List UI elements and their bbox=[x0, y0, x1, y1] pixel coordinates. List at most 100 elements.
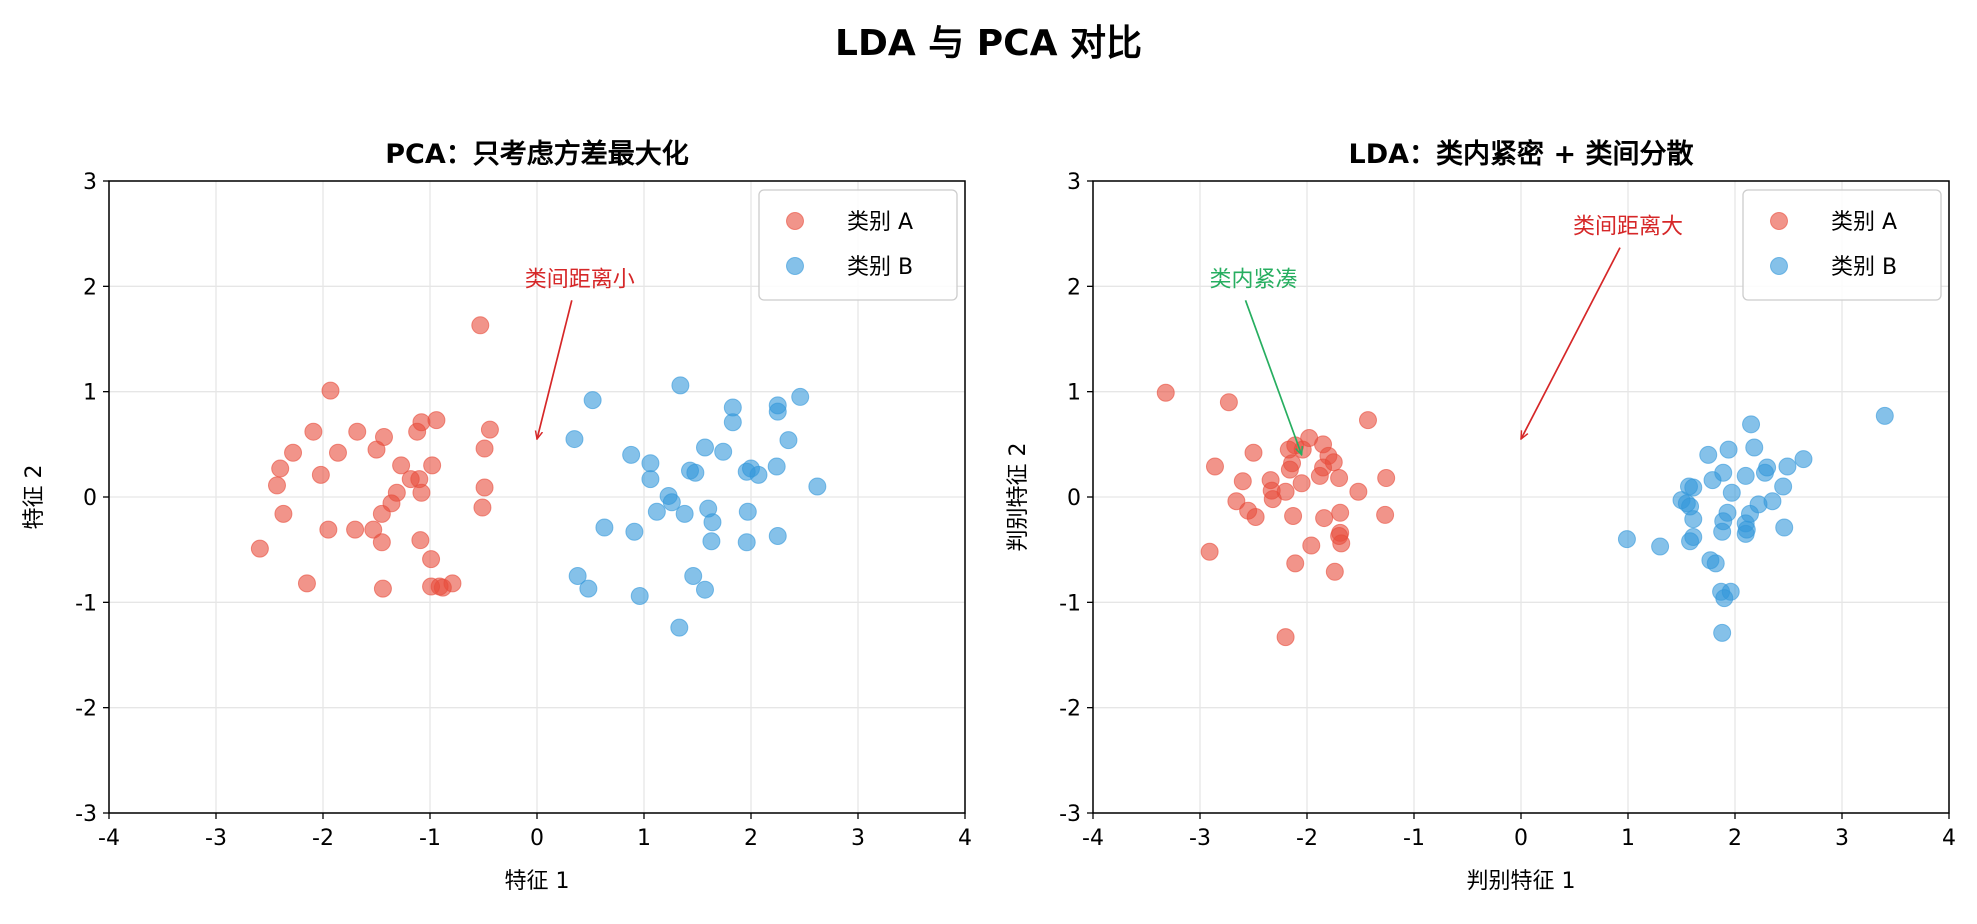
data-point bbox=[595, 518, 614, 537]
data-point bbox=[768, 402, 787, 421]
data-point bbox=[1325, 562, 1344, 581]
data-point bbox=[808, 477, 827, 496]
data-point bbox=[1330, 469, 1349, 488]
data-point bbox=[1742, 415, 1761, 434]
data-point bbox=[1200, 542, 1219, 561]
data-point bbox=[625, 522, 644, 541]
x-tick-label: -1 bbox=[1403, 826, 1425, 851]
x-axis-label: 特征 1 bbox=[505, 869, 570, 894]
data-point bbox=[1713, 623, 1732, 642]
x-tick-label: 3 bbox=[1835, 826, 1849, 851]
series-class-a bbox=[250, 316, 499, 598]
data-point bbox=[1794, 450, 1813, 469]
data-point bbox=[1715, 589, 1734, 608]
data-point bbox=[647, 502, 666, 521]
annotation-text: 类间距离小 bbox=[525, 267, 635, 292]
data-point bbox=[1284, 506, 1303, 525]
data-point bbox=[1358, 411, 1377, 430]
data-point bbox=[767, 457, 786, 476]
legend-marker bbox=[786, 257, 804, 275]
legend-frame bbox=[758, 189, 958, 301]
legend-label: 类别 B bbox=[1831, 255, 1897, 280]
legend: 类别 A 类别 B bbox=[1742, 189, 1942, 301]
y-axis-label: 特征 2 bbox=[22, 465, 47, 530]
data-point bbox=[346, 520, 365, 539]
y-tick-label: -1 bbox=[1059, 591, 1081, 616]
data-point bbox=[1775, 518, 1794, 537]
y-tick-label: 0 bbox=[83, 486, 97, 511]
data-point bbox=[423, 456, 442, 475]
y-tick-label: -3 bbox=[1059, 802, 1081, 827]
data-point bbox=[364, 520, 383, 539]
data-point bbox=[297, 574, 316, 593]
data-point bbox=[622, 445, 641, 464]
x-tick-label: 2 bbox=[744, 826, 758, 851]
data-point bbox=[702, 532, 721, 551]
data-point bbox=[475, 478, 494, 497]
data-point bbox=[1736, 466, 1755, 485]
series-class-a bbox=[1156, 383, 1396, 647]
data-point bbox=[579, 579, 598, 598]
x-tick-label: 4 bbox=[1942, 826, 1956, 851]
annotation-arrow bbox=[1521, 247, 1621, 439]
chart-title: PCA：只考虑方差最大化 bbox=[385, 138, 689, 170]
data-point bbox=[1699, 445, 1718, 464]
legend-marker bbox=[786, 212, 804, 230]
y-tick-label: 3 bbox=[1067, 170, 1081, 195]
x-tick-label: -4 bbox=[98, 826, 120, 851]
x-tick-label: 1 bbox=[1621, 826, 1635, 851]
plot-frame bbox=[1092, 180, 1950, 814]
series-class-b bbox=[1617, 406, 1894, 642]
x-tick-label: 4 bbox=[958, 826, 972, 851]
data-point bbox=[703, 513, 722, 532]
y-tick-label: 1 bbox=[1067, 381, 1081, 406]
data-point bbox=[250, 539, 269, 558]
data-point bbox=[1684, 510, 1703, 529]
y-tick-label: 2 bbox=[1067, 275, 1081, 300]
data-point bbox=[1376, 505, 1395, 524]
data-point bbox=[1349, 482, 1368, 501]
data-point bbox=[373, 579, 392, 598]
data-point bbox=[408, 422, 427, 441]
data-point bbox=[1292, 474, 1311, 493]
data-point bbox=[695, 438, 714, 457]
y-tick-label: -3 bbox=[75, 802, 97, 827]
data-point bbox=[480, 420, 499, 439]
data-point bbox=[675, 504, 694, 523]
chart-title: LDA：类内紧密 + 类间分散 bbox=[1349, 138, 1694, 170]
data-point bbox=[1719, 440, 1738, 459]
data-point bbox=[427, 411, 446, 430]
series-class-b bbox=[565, 376, 827, 637]
data-point bbox=[686, 463, 705, 482]
data-point bbox=[1722, 483, 1741, 502]
x-tick-label: 0 bbox=[530, 826, 544, 851]
x-tick-label: -4 bbox=[1082, 826, 1104, 851]
data-point bbox=[1276, 628, 1295, 647]
legend-label: 类别 A bbox=[847, 210, 913, 235]
data-point bbox=[1219, 393, 1238, 412]
data-point bbox=[1755, 463, 1774, 482]
data-point bbox=[670, 618, 689, 637]
data-point bbox=[749, 465, 768, 484]
x-tick-label: 1 bbox=[637, 826, 651, 851]
data-point bbox=[671, 376, 690, 395]
data-point bbox=[1246, 508, 1265, 527]
data-point bbox=[392, 456, 411, 475]
data-point bbox=[372, 504, 391, 523]
data-point bbox=[304, 422, 323, 441]
data-point bbox=[1875, 406, 1894, 425]
data-point bbox=[412, 483, 431, 502]
y-tick-label: -2 bbox=[75, 697, 97, 722]
data-point bbox=[1617, 530, 1636, 549]
data-point bbox=[641, 470, 660, 489]
data-point bbox=[1745, 438, 1764, 457]
annotation-arrow bbox=[537, 300, 573, 439]
data-point bbox=[1286, 554, 1305, 573]
data-point bbox=[1684, 478, 1703, 497]
y-axis-label: 判别特征 2 bbox=[1006, 443, 1031, 552]
data-point bbox=[1263, 490, 1282, 509]
x-tick-label: -2 bbox=[312, 826, 334, 851]
x-tick-label: -3 bbox=[205, 826, 227, 851]
data-point bbox=[1302, 536, 1321, 555]
